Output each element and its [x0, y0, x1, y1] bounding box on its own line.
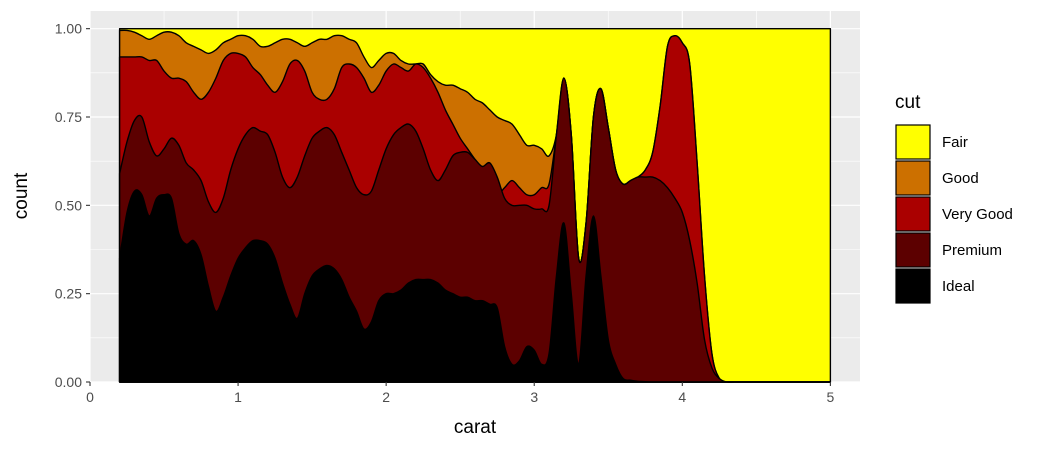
y-axis: 0.00 0.25 0.50 0.75 1.00 [55, 21, 90, 390]
x-tick-label: 2 [382, 389, 390, 405]
y-tick-label: 0.00 [55, 374, 82, 390]
legend-label: Good [942, 170, 979, 187]
legend-label: Fair [942, 134, 968, 151]
x-tick-label: 5 [826, 389, 834, 405]
y-tick-label: 0.50 [55, 197, 82, 213]
legend-label: Very Good [942, 206, 1013, 223]
y-tick-label: 0.75 [55, 109, 82, 125]
area-premium [118, 77, 832, 383]
legend-label: Premium [942, 242, 1002, 259]
y-tick-label: 1.00 [55, 21, 82, 37]
area-ideal [118, 189, 832, 383]
legend-key-premium [895, 232, 931, 268]
x-axis: 0 1 2 3 4 5 [86, 382, 834, 405]
x-tick-label: 4 [678, 389, 686, 405]
y-axis-title: count [11, 172, 32, 219]
x-tick-label: 3 [530, 389, 538, 405]
x-tick-label: 0 [86, 389, 94, 405]
x-axis-title: carat [454, 417, 497, 438]
density-areas [118, 27, 832, 383]
legend: Fair Good Very Good Premium Ideal [895, 124, 1013, 304]
legend-key-fair [895, 124, 931, 160]
legend-title: cut [895, 92, 921, 113]
x-tick-label: 1 [234, 389, 242, 405]
legend-label: Ideal [942, 278, 975, 295]
legend-key-good [895, 160, 931, 196]
legend-key-very-good [895, 196, 931, 232]
y-tick-label: 0.25 [55, 286, 82, 302]
legend-key-ideal [895, 268, 931, 304]
